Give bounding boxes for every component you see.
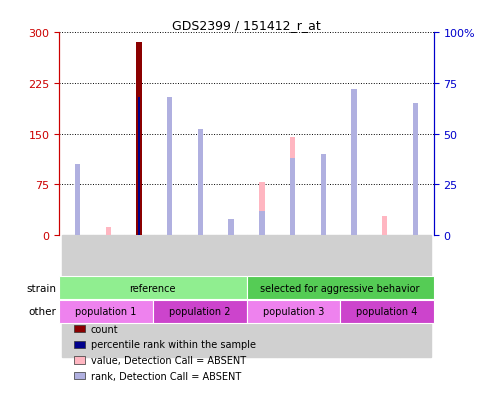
Bar <box>369 235 400 357</box>
Bar <box>320 158 326 235</box>
Text: value, Detection Call = ABSENT: value, Detection Call = ABSENT <box>91 355 246 365</box>
Bar <box>308 235 339 357</box>
Bar <box>106 227 111 235</box>
Bar <box>154 235 185 357</box>
Bar <box>246 235 277 357</box>
Bar <box>290 159 295 235</box>
Text: population 2: population 2 <box>169 306 230 317</box>
Bar <box>259 211 265 235</box>
Bar <box>277 235 308 357</box>
Bar <box>351 104 357 235</box>
Text: ▶: ▶ <box>60 306 68 317</box>
Bar <box>228 219 234 235</box>
Text: percentile rank within the sample: percentile rank within the sample <box>91 339 256 349</box>
Text: strain: strain <box>27 283 57 293</box>
Bar <box>124 235 154 357</box>
Bar <box>413 117 418 235</box>
Text: selected for aggressive behavior: selected for aggressive behavior <box>260 283 420 293</box>
Bar <box>75 180 80 235</box>
Bar <box>290 138 295 235</box>
Bar <box>320 154 326 235</box>
Text: ▶: ▶ <box>60 283 68 293</box>
Bar <box>339 235 369 357</box>
Bar <box>382 216 387 235</box>
Text: count: count <box>91 324 118 334</box>
Bar <box>75 165 80 235</box>
Bar <box>216 235 246 357</box>
Bar <box>351 90 357 235</box>
Bar <box>138 98 140 235</box>
Bar <box>93 235 124 357</box>
Bar <box>198 130 203 235</box>
Bar <box>185 235 216 357</box>
Text: population 3: population 3 <box>263 306 324 317</box>
Text: other: other <box>29 306 57 317</box>
Bar <box>62 235 93 357</box>
Bar <box>136 43 142 235</box>
Bar <box>259 183 265 235</box>
Text: reference: reference <box>130 283 176 293</box>
Bar <box>198 158 203 235</box>
Bar <box>167 111 173 235</box>
Bar <box>413 104 418 235</box>
Text: GDS2399 / 151412_r_at: GDS2399 / 151412_r_at <box>172 19 321 31</box>
Bar <box>167 98 173 235</box>
Text: population 1: population 1 <box>75 306 137 317</box>
Bar <box>400 235 431 357</box>
Text: rank, Detection Call = ABSENT: rank, Detection Call = ABSENT <box>91 371 241 381</box>
Bar <box>228 230 234 235</box>
Text: population 4: population 4 <box>356 306 418 317</box>
